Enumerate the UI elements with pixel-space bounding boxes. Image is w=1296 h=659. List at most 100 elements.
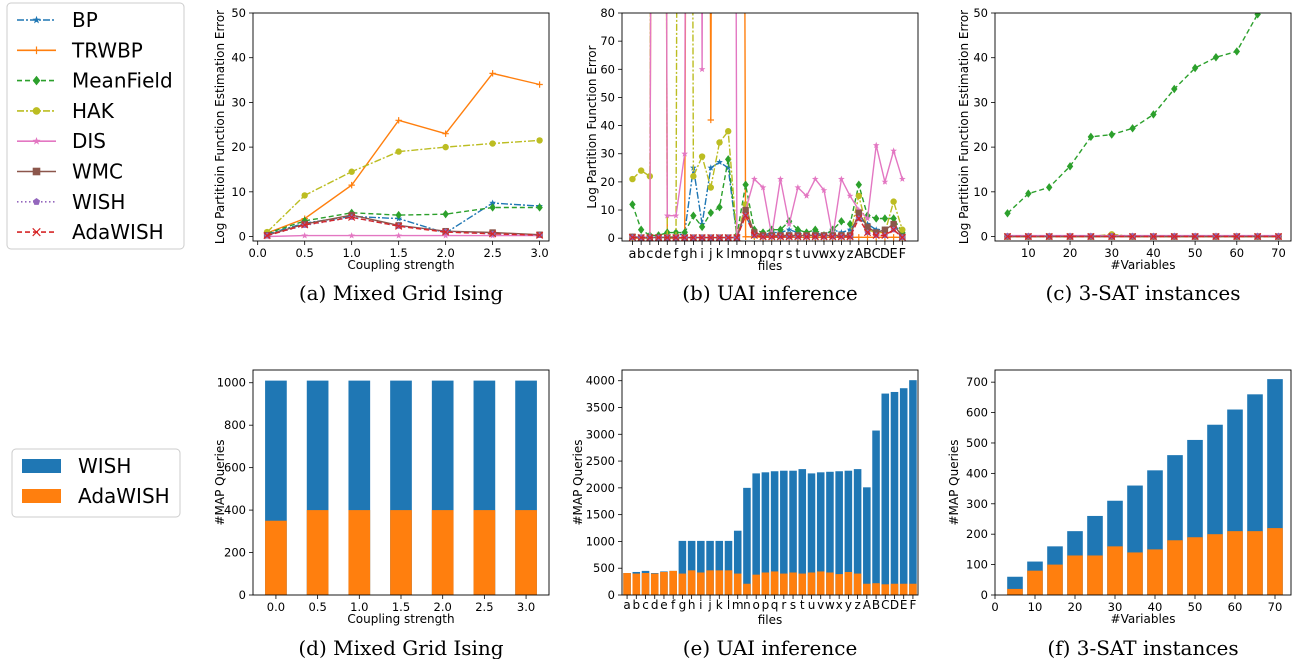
- data-point-meanfield: [536, 203, 543, 212]
- x-tick-label: k: [716, 247, 724, 262]
- bar-wish: [687, 540, 696, 595]
- data-point-dis: [846, 192, 854, 199]
- data-point-meanfield: [725, 155, 732, 164]
- bar-wish: [743, 487, 751, 595]
- bar-adawish: [697, 572, 705, 595]
- data-point-meanfield: [1254, 13, 1261, 19]
- data-point-meanfield: [881, 214, 889, 223]
- series-line-meanfield: [1007, 13, 1260, 214]
- x-axis-label: Coupling strength: [347, 258, 454, 272]
- data-point-adawish: [681, 233, 689, 241]
- legend-label-wish: WISH: [72, 190, 125, 214]
- bar-adawish: [807, 572, 816, 595]
- y-tick-label: 200: [224, 546, 246, 560]
- bar-wish: [678, 540, 687, 595]
- x-tick-label: v: [817, 598, 824, 612]
- panel-caption: (d) Mixed Grid Ising: [298, 636, 503, 659]
- data-point-trwbp: [742, 233, 749, 240]
- x-tick-label: u: [802, 247, 810, 262]
- data-point-adawish: [1191, 232, 1199, 241]
- x-tick-label: 2.5: [483, 246, 501, 260]
- y-tick-label: 10: [600, 203, 615, 217]
- series-line-wmc: [266, 214, 540, 236]
- data-point-adawish: [654, 233, 663, 241]
- x-tick-label: A: [863, 598, 872, 612]
- data-point-meanfield: [629, 200, 636, 209]
- bar-adawish: [1107, 546, 1123, 595]
- x-tick-label: 60: [1228, 600, 1243, 614]
- y-tick-label: 60: [600, 62, 615, 76]
- y-axis-label: Log Partitioin Function Estimation Error: [957, 10, 971, 244]
- bar-adawish: [835, 574, 843, 595]
- bar-adawish: [770, 571, 779, 595]
- bar-adawish: [687, 570, 696, 595]
- x-tick-label: 70: [1268, 600, 1283, 614]
- x-tick-label: B: [863, 247, 872, 262]
- legend-swatch-wish: [22, 459, 61, 473]
- x-tick-label: a: [623, 598, 630, 612]
- legend-label-adawish: AdaWISH: [72, 220, 164, 244]
- x-tick-label: c: [646, 247, 653, 262]
- data-point-adawish: [672, 233, 680, 241]
- plot-area: [1007, 379, 1283, 595]
- data-point-adawish: [301, 221, 309, 229]
- data-point-adawish: [820, 233, 828, 241]
- bar-adawish: [623, 573, 631, 595]
- x-tick-label: 10: [1028, 600, 1043, 614]
- data-point-adawish: [663, 233, 671, 241]
- x-tick-label: D: [890, 598, 899, 612]
- y-tick-label: 0: [608, 588, 615, 602]
- bar-adawish: [789, 572, 797, 595]
- data-point-adawish: [733, 233, 741, 241]
- data-point-hak: [690, 173, 697, 180]
- data-point-wmc: [890, 220, 897, 228]
- data-point-meanfield: [1066, 162, 1074, 171]
- x-tick-label: 20: [1063, 246, 1078, 260]
- y-tick-label: 0: [608, 231, 615, 245]
- x-tick-label: a: [628, 247, 636, 262]
- data-point-wmc: [864, 223, 871, 231]
- y-tick-label: 50: [600, 90, 615, 104]
- y-tick-label: 10: [973, 185, 988, 199]
- data-point-meanfield: [873, 214, 880, 223]
- plot-frame: [252, 369, 550, 596]
- legend-top: BP TRWBP MeanField HAK DIS WMC WISH AdaWISH: [6, 2, 185, 250]
- bar-wish: [835, 471, 843, 595]
- data-point-bp: [707, 164, 715, 171]
- x-axis-label: Coupling strength: [347, 612, 454, 626]
- x-tick-label: i: [699, 598, 702, 612]
- legend-frame: [6, 2, 185, 250]
- data-point-adawish: [689, 233, 698, 241]
- y-tick-label: 50: [973, 6, 988, 20]
- x-tick-label: e: [663, 247, 671, 262]
- x-tick-label: m: [731, 247, 744, 262]
- bar-adawish: [1147, 549, 1163, 595]
- bar-wish: [899, 388, 908, 595]
- y-tick-label: 50: [231, 6, 246, 20]
- bar-adawish: [515, 510, 537, 595]
- data-point-meanfield: [794, 225, 802, 234]
- bar-adawish: [1007, 588, 1023, 595]
- y-tick-label: 300: [966, 497, 988, 511]
- x-tick-label: 60: [1229, 246, 1244, 260]
- x-tick-label: 50: [1188, 246, 1203, 260]
- x-tick-label: d: [651, 598, 659, 612]
- plot-area: [623, 380, 917, 595]
- data-point-trwbp: [707, 116, 714, 124]
- data-point-adawish: [1087, 232, 1095, 241]
- data-point-meanfield: [1045, 183, 1053, 192]
- data-point-hak: [442, 143, 449, 151]
- bar-adawish: [743, 583, 751, 595]
- y-tick-label: 0: [981, 588, 988, 602]
- data-point-meanfield: [777, 225, 784, 234]
- y-tick-label: 30: [231, 95, 246, 109]
- bar-adawish: [390, 510, 412, 595]
- bar-adawish: [641, 573, 650, 595]
- data-point-dis: [395, 232, 402, 239]
- bar-adawish: [632, 573, 641, 595]
- y-axis-label: #MAP Queries: [213, 439, 227, 525]
- data-point-adawish: [881, 231, 889, 239]
- data-point-adawish: [776, 233, 785, 241]
- data-point-meanfield: [707, 208, 714, 218]
